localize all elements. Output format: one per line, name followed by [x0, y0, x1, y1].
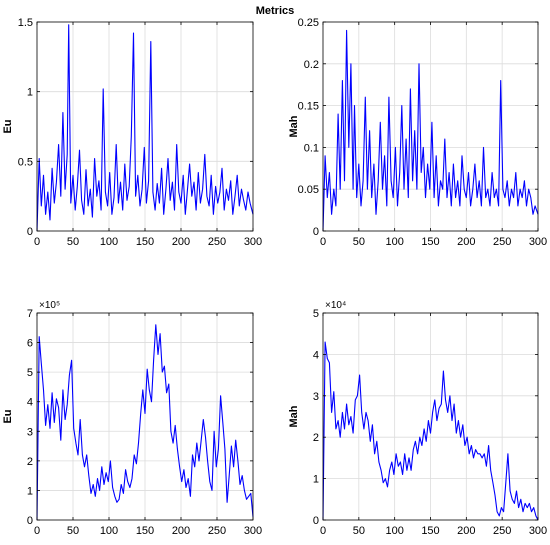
- x-tick-label: 50: [353, 236, 365, 248]
- x-tick-label: 50: [67, 525, 79, 537]
- x-tick-label: 100: [385, 236, 403, 248]
- y-tick-label: 0.05: [298, 184, 319, 196]
- y-axis-label: Eu: [2, 409, 14, 423]
- series-line: [36, 324, 254, 521]
- series-line: [322, 341, 539, 521]
- y-tick-label: 6: [27, 338, 33, 350]
- y-axis-label: Eu: [2, 119, 14, 133]
- x-tick-label: 200: [172, 236, 190, 248]
- y-tick-label: 0: [27, 515, 33, 527]
- x-tick-label: 300: [529, 236, 547, 248]
- y-tick-label: 1: [27, 87, 33, 99]
- x-tick-label: 100: [100, 236, 118, 248]
- x-tick-label: 150: [136, 236, 154, 248]
- figure-title: Metrics: [256, 5, 295, 17]
- y-exponent-label: ×10⁵: [39, 300, 60, 311]
- series-line: [322, 29, 539, 232]
- x-tick-label: 300: [244, 525, 262, 537]
- y-tick-label: 1.5: [18, 17, 33, 29]
- y-tick-label: 0.2: [304, 59, 319, 71]
- y-tick-label: 2: [313, 432, 319, 444]
- y-tick-label: 1: [27, 485, 33, 497]
- y-tick-label: 1: [313, 474, 319, 486]
- x-tick-label: 250: [493, 525, 511, 537]
- x-tick-label: 100: [100, 525, 118, 537]
- x-tick-label: 50: [353, 525, 365, 537]
- x-tick-label: 150: [421, 525, 439, 537]
- y-axis-label: Mah: [288, 405, 300, 427]
- y-tick-label: 0.15: [298, 101, 319, 113]
- y-tick-label: 0.5: [18, 156, 33, 168]
- x-tick-label: 200: [457, 236, 475, 248]
- y-tick-label: 5: [313, 308, 319, 320]
- x-tick-label: 100: [385, 525, 403, 537]
- x-tick-label: 250: [208, 236, 226, 248]
- x-tick-label: 250: [208, 525, 226, 537]
- y-axis-label: Mah: [288, 115, 300, 137]
- x-tick-label: 250: [493, 236, 511, 248]
- y-tick-label: 3: [27, 426, 33, 438]
- x-tick-label: 0: [320, 525, 326, 537]
- y-tick-label: 0: [27, 226, 33, 238]
- eu-bottom-panel: 0 50 100 150 200 250 300 0 1 2 3 4 5 6 7 ×10⁵ Eu: [2, 300, 262, 537]
- y-tick-label: 0: [313, 515, 319, 527]
- series-line: [36, 24, 254, 232]
- y-tick-label: 7: [27, 308, 33, 320]
- eu-top-panel: 0 50 100 150 200 250 300 0 0.5 1 1.5 Eu: [2, 17, 262, 248]
- y-tick-label: 4: [313, 349, 319, 361]
- x-tick-label: 300: [244, 236, 262, 248]
- x-tick-label: 0: [34, 236, 40, 248]
- y-tick-label: 0: [313, 226, 319, 238]
- x-tick-label: 200: [172, 525, 190, 537]
- x-tick-label: 150: [421, 236, 439, 248]
- y-tick-label: 3: [313, 391, 319, 403]
- x-tick-label: 50: [67, 236, 79, 248]
- x-tick-label: 200: [457, 525, 475, 537]
- x-tick-label: 0: [320, 236, 326, 248]
- y-tick-label: 4: [27, 397, 33, 409]
- mah-top-panel: 0 50 100 150 200 250 300 0 0.05 0.1 0.15 0.2 0.25 Mah: [288, 17, 547, 248]
- y-tick-label: 2: [27, 456, 33, 468]
- x-tick-label: 300: [529, 525, 547, 537]
- x-tick-label: 150: [136, 525, 154, 537]
- y-exponent-label: ×10⁴: [325, 300, 346, 311]
- x-tick-label: 0: [34, 525, 40, 537]
- mah-bottom-panel: 0 50 100 150 200 250 300 0 1 2 3 4 5 ×10⁴ Mah: [288, 300, 547, 537]
- y-tick-label: 0.25: [298, 17, 319, 29]
- y-tick-label: 5: [27, 367, 33, 379]
- y-tick-label: 0.1: [304, 142, 319, 154]
